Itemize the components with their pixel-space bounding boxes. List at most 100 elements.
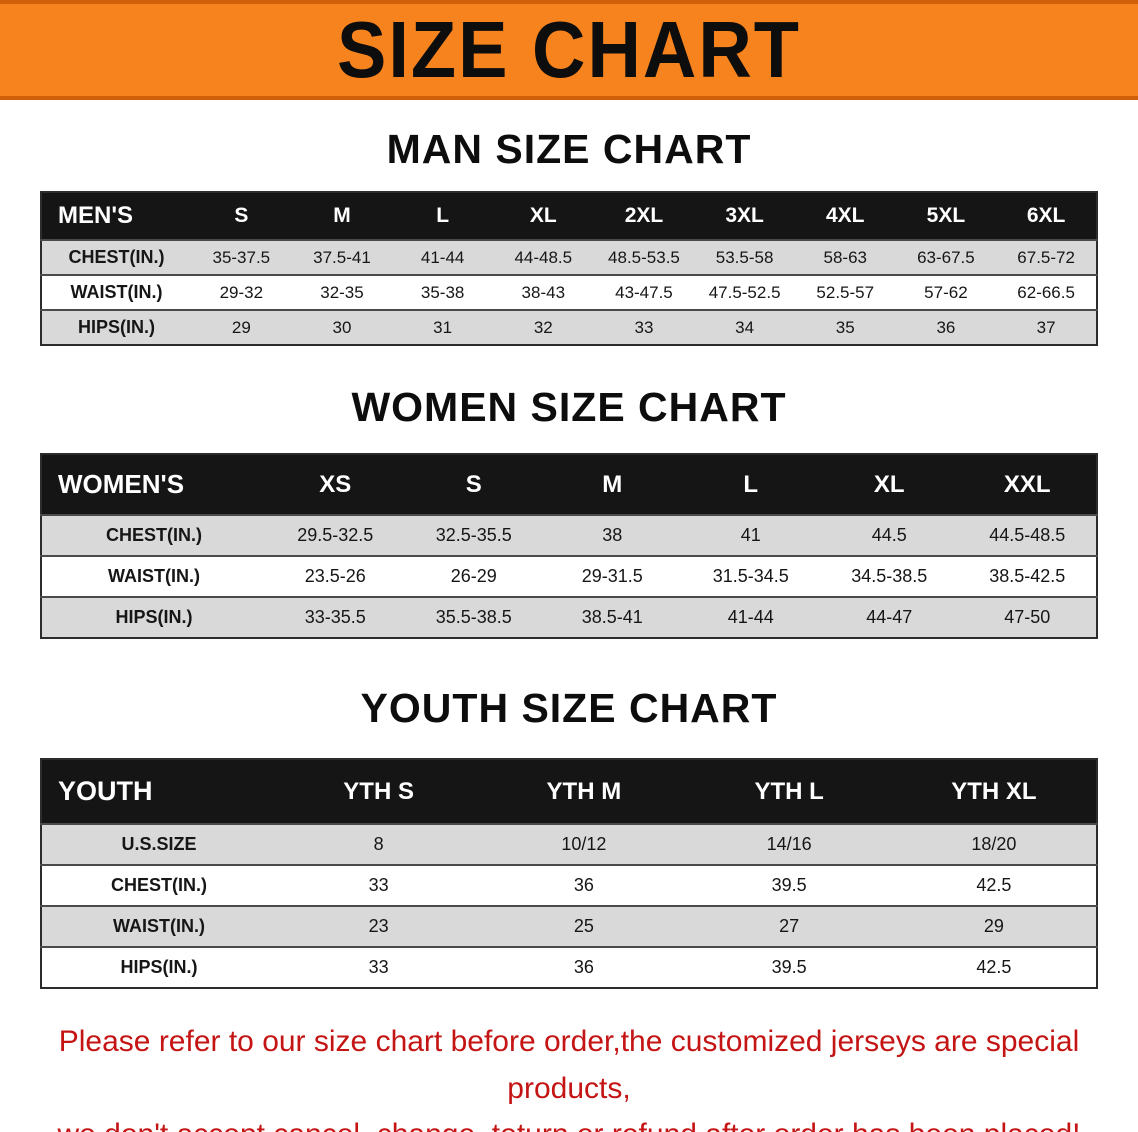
men-size-header: 4XL	[794, 192, 896, 240]
cell: 36	[481, 946, 687, 988]
cell: 29	[191, 309, 292, 345]
cell: 38.5-42.5	[958, 555, 1097, 597]
women-waist-row: WAIST(IN.) 23.5-26 26-29 29-31.5 31.5-34…	[41, 555, 1097, 597]
youth-hips-row: HIPS(IN.) 33 36 39.5 42.5	[41, 946, 1097, 988]
youth-size-header: YTH S	[276, 759, 482, 824]
cell: 38.5-41	[543, 596, 682, 638]
cell: 44.5-48.5	[958, 514, 1097, 556]
row-label: WAIST(IN.)	[41, 905, 276, 947]
cell: 29-32	[191, 274, 292, 310]
row-label: CHEST(IN.)	[41, 514, 266, 556]
cell: 33	[276, 946, 482, 988]
cell: 34.5-38.5	[820, 555, 959, 597]
men-size-header: 5XL	[895, 192, 997, 240]
cell: 36	[895, 309, 997, 345]
cell: 23	[276, 905, 482, 947]
cell: 62-66.5	[996, 274, 1097, 310]
row-label: HIPS(IN.)	[41, 596, 266, 638]
men-size-table: MEN'S S M L XL 2XL 3XL 4XL 5XL 6XL CHEST…	[40, 191, 1098, 346]
cell: 39.5	[686, 864, 892, 906]
cell: 67.5-72	[996, 239, 1097, 275]
cell: 41	[681, 514, 820, 556]
cell: 47-50	[958, 596, 1097, 638]
cell: 8	[276, 823, 482, 865]
cell: 37	[996, 309, 1097, 345]
cell: 33	[276, 864, 482, 906]
cell: 47.5-52.5	[694, 274, 795, 310]
banner: SIZE CHART	[0, 0, 1138, 100]
women-size-header: XS	[266, 454, 405, 515]
cell: 32	[492, 309, 594, 345]
cell: 42.5	[891, 864, 1097, 906]
men-size-header: M	[291, 192, 393, 240]
page-title: SIZE CHART	[337, 4, 801, 95]
youth-size-header: YTH M	[481, 759, 687, 824]
cell: 31	[392, 309, 493, 345]
row-label: HIPS(IN.)	[41, 946, 276, 988]
women-size-header: XL	[820, 454, 959, 515]
cell: 42.5	[891, 946, 1097, 988]
cell: 14/16	[686, 823, 892, 865]
cell: 34	[694, 309, 795, 345]
men-size-header: XL	[492, 192, 594, 240]
men-size-header: 3XL	[694, 192, 795, 240]
men-chest-row: CHEST(IN.) 35-37.5 37.5-41 41-44 44-48.5…	[41, 239, 1097, 275]
disclaimer-note: Please refer to our size chart before or…	[0, 1019, 1138, 1132]
cell: 31.5-34.5	[681, 555, 820, 597]
cell: 44-47	[820, 596, 959, 638]
cell: 41-44	[392, 239, 493, 275]
disclaimer-line-2: we don't accept cancel, change, teturn o…	[30, 1112, 1108, 1132]
cell: 63-67.5	[895, 239, 997, 275]
youth-section-heading: YOUTH SIZE CHART	[360, 685, 778, 731]
cell: 39.5	[686, 946, 892, 988]
women-size-header: M	[543, 454, 682, 515]
youth-size-table: YOUTH YTH S YTH M YTH L YTH XL U.S.SIZE …	[40, 758, 1098, 989]
cell: 29	[891, 905, 1097, 947]
women-hips-row: HIPS(IN.) 33-35.5 35.5-38.5 38.5-41 41-4…	[41, 596, 1097, 638]
women-size-header: XXL	[958, 454, 1097, 515]
cell: 37.5-41	[291, 239, 393, 275]
youth-table-label: YOUTH	[41, 759, 276, 824]
youth-waist-row: WAIST(IN.) 23 25 27 29	[41, 905, 1097, 947]
cell: 53.5-58	[694, 239, 795, 275]
row-label: U.S.SIZE	[41, 823, 276, 865]
cell: 48.5-53.5	[593, 239, 695, 275]
cell: 35-37.5	[191, 239, 292, 275]
men-size-header: S	[191, 192, 292, 240]
cell: 41-44	[681, 596, 820, 638]
cell: 23.5-26	[266, 555, 405, 597]
cell: 43-47.5	[593, 274, 695, 310]
row-label: WAIST(IN.)	[41, 555, 266, 597]
men-header-row: MEN'S S M L XL 2XL 3XL 4XL 5XL 6XL	[41, 192, 1097, 240]
cell: 52.5-57	[794, 274, 896, 310]
youth-header-row: YOUTH YTH S YTH M YTH L YTH XL	[41, 759, 1097, 824]
cell: 32-35	[291, 274, 393, 310]
cell: 58-63	[794, 239, 896, 275]
men-hips-row: HIPS(IN.) 29 30 31 32 33 34 35 36 37	[41, 309, 1097, 345]
youth-size-header: YTH L	[686, 759, 892, 824]
cell: 35	[794, 309, 896, 345]
cell: 44-48.5	[492, 239, 594, 275]
women-chest-row: CHEST(IN.) 29.5-32.5 32.5-35.5 38 41 44.…	[41, 514, 1097, 556]
men-section-heading: MAN SIZE CHART	[386, 126, 752, 172]
men-waist-row: WAIST(IN.) 29-32 32-35 35-38 38-43 43-47…	[41, 274, 1097, 310]
cell: 10/12	[481, 823, 687, 865]
women-size-header: S	[404, 454, 543, 515]
women-size-table: WOMEN'S XS S M L XL XXL CHEST(IN.) 29.5-…	[40, 453, 1098, 639]
cell: 32.5-35.5	[404, 514, 543, 556]
women-section-heading: WOMEN SIZE CHART	[351, 384, 787, 430]
row-label: CHEST(IN.)	[41, 239, 191, 275]
women-header-row: WOMEN'S XS S M L XL XXL	[41, 454, 1097, 515]
cell: 33-35.5	[266, 596, 405, 638]
men-size-header: 6XL	[996, 192, 1097, 240]
cell: 57-62	[895, 274, 997, 310]
cell: 18/20	[891, 823, 1097, 865]
youth-chest-row: CHEST(IN.) 33 36 39.5 42.5	[41, 864, 1097, 906]
women-table-label: WOMEN'S	[41, 454, 266, 515]
cell: 27	[686, 905, 892, 947]
men-size-header: L	[392, 192, 493, 240]
cell: 33	[593, 309, 695, 345]
cell: 35.5-38.5	[404, 596, 543, 638]
cell: 35-38	[392, 274, 493, 310]
